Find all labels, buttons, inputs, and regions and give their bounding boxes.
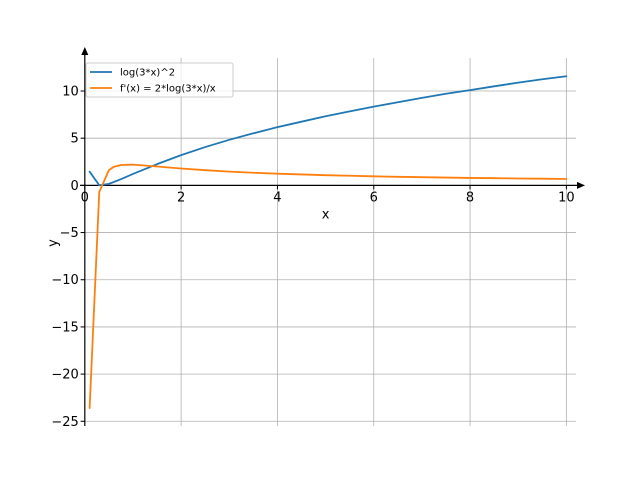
x-tick-label: 2 bbox=[177, 190, 185, 205]
x-axis-title: x bbox=[322, 207, 330, 222]
legend-items: log(3*x)^2 f'(x) = 2*log(3*x)/x bbox=[90, 68, 216, 95]
x-axis-arrow bbox=[577, 181, 585, 189]
x-tick-label: 4 bbox=[273, 190, 281, 205]
y-tick-label: 5 bbox=[71, 132, 79, 147]
y-tick-label: −5 bbox=[60, 226, 79, 241]
x-tick-label: 0 bbox=[81, 190, 89, 205]
y-tick-label: −20 bbox=[51, 368, 78, 383]
grid bbox=[80, 58, 576, 426]
y-tick-label: 0 bbox=[71, 179, 79, 194]
legend-box bbox=[85, 62, 234, 98]
y-axis-title: y bbox=[46, 239, 61, 247]
x-tick-label: 8 bbox=[466, 190, 474, 205]
x-tick-label: 6 bbox=[370, 190, 378, 205]
x-tick-label: 10 bbox=[558, 190, 575, 205]
legend: log(3*x)^2 f'(x) = 2*log(3*x)/x bbox=[85, 62, 234, 98]
legend-label: log(3*x)^2 bbox=[120, 68, 175, 79]
series-line-2 bbox=[88, 163, 568, 409]
ticks: 0 2 4 6 8 10 −25 −20 −15 −10 −5 0 5 10 bbox=[51, 85, 574, 430]
y-tick-label: −25 bbox=[51, 415, 78, 430]
axes bbox=[80, 47, 585, 426]
y-tick-label: 10 bbox=[62, 85, 79, 100]
legend-label: f'(x) = 2*log(3*x)/x bbox=[120, 84, 216, 95]
y-tick-label: −10 bbox=[51, 273, 78, 288]
y-tick-label: −15 bbox=[51, 320, 78, 335]
y-axis-arrow bbox=[81, 47, 89, 55]
series-line-1 bbox=[88, 75, 568, 187]
series bbox=[88, 75, 568, 409]
